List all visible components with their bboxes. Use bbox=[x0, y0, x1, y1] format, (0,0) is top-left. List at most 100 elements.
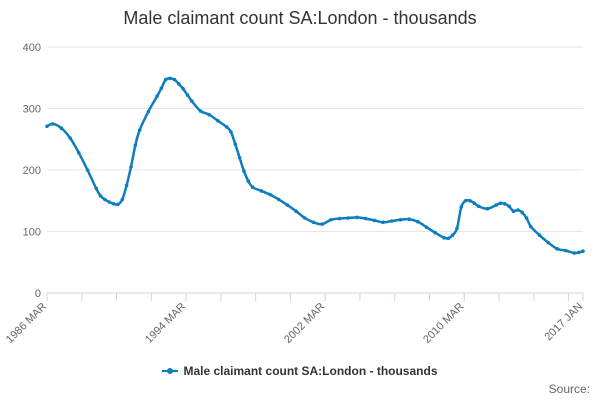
x-tick-label-0: 1986 MAR bbox=[4, 301, 49, 346]
x-axis: 1986 MAR 1994 MAR 2002 MAR 2010 MAR 2017 JAN bbox=[4, 292, 585, 346]
data-point[interactable] bbox=[107, 200, 111, 204]
data-point[interactable] bbox=[250, 185, 255, 189]
data-point[interactable] bbox=[572, 251, 577, 255]
x-tick-label-3: 2010 MAR bbox=[421, 301, 466, 346]
data-point[interactable] bbox=[77, 151, 81, 155]
data-point[interactable] bbox=[133, 143, 138, 148]
data-point[interactable] bbox=[346, 216, 351, 220]
data-point[interactable] bbox=[468, 199, 472, 203]
data-point[interactable] bbox=[198, 109, 203, 113]
y-tick-label-200: 200 bbox=[23, 165, 41, 177]
data-point[interactable] bbox=[163, 77, 168, 82]
data-point[interactable] bbox=[168, 76, 172, 81]
data-point[interactable] bbox=[476, 204, 481, 209]
data-point[interactable] bbox=[494, 203, 498, 207]
data-point[interactable] bbox=[498, 201, 503, 205]
data-point[interactable] bbox=[50, 122, 55, 126]
x-tick-label-2: 2002 MAR bbox=[282, 301, 327, 346]
series-line[interactable] bbox=[45, 77, 585, 255]
data-point[interactable] bbox=[124, 183, 129, 188]
data-point[interactable] bbox=[285, 203, 290, 207]
data-point[interactable] bbox=[537, 233, 542, 237]
data-point[interactable] bbox=[216, 119, 220, 123]
data-point[interactable] bbox=[463, 199, 468, 203]
data-point[interactable] bbox=[576, 250, 581, 255]
data-point[interactable] bbox=[224, 125, 229, 129]
data-point[interactable] bbox=[159, 86, 164, 90]
data-point[interactable] bbox=[229, 130, 233, 134]
data-point[interactable] bbox=[529, 224, 533, 229]
data-point[interactable] bbox=[390, 219, 394, 223]
data-point[interactable] bbox=[177, 82, 181, 86]
data-point[interactable] bbox=[237, 155, 242, 160]
data-point[interactable] bbox=[116, 202, 120, 207]
data-point[interactable] bbox=[146, 109, 151, 114]
data-point[interactable] bbox=[68, 136, 72, 140]
data-point[interactable] bbox=[485, 206, 490, 211]
data-point[interactable] bbox=[129, 165, 133, 169]
data-point[interactable] bbox=[320, 222, 325, 226]
data-point[interactable] bbox=[59, 126, 64, 130]
data-point[interactable] bbox=[190, 99, 194, 103]
series-male-claimant-count[interactable] bbox=[45, 76, 585, 255]
grid-lines bbox=[47, 46, 583, 232]
legend[interactable]: Male claimant count SA:London - thousand… bbox=[0, 364, 600, 378]
data-point[interactable] bbox=[277, 197, 281, 202]
data-point[interactable] bbox=[85, 168, 90, 172]
data-point[interactable] bbox=[98, 194, 103, 198]
data-point[interactable] bbox=[181, 87, 185, 91]
data-point[interactable] bbox=[329, 218, 333, 222]
data-point[interactable] bbox=[185, 93, 190, 97]
data-point[interactable] bbox=[503, 202, 507, 206]
data-point[interactable] bbox=[242, 169, 246, 173]
data-point[interactable] bbox=[172, 77, 177, 82]
y-tick-label-300: 300 bbox=[23, 104, 41, 116]
data-point[interactable] bbox=[246, 179, 251, 183]
data-point[interactable] bbox=[433, 230, 438, 235]
data-point[interactable] bbox=[381, 220, 385, 225]
data-point[interactable] bbox=[455, 226, 459, 231]
data-point[interactable] bbox=[407, 217, 411, 221]
source-credit[interactable]: Source: bbox=[548, 382, 590, 396]
data-point[interactable] bbox=[472, 201, 477, 205]
x-tick-label-4: 2017 JAN bbox=[542, 301, 585, 344]
data-point[interactable] bbox=[207, 112, 211, 117]
data-point[interactable] bbox=[137, 128, 142, 132]
data-point[interactable] bbox=[524, 216, 529, 220]
data-point[interactable] bbox=[311, 220, 316, 225]
data-point[interactable] bbox=[337, 216, 342, 221]
data-point[interactable] bbox=[268, 192, 272, 197]
data-point[interactable] bbox=[581, 249, 585, 253]
y-axis: 0 100 200 300 400 bbox=[23, 42, 41, 300]
data-point[interactable] bbox=[45, 124, 49, 129]
data-point[interactable] bbox=[416, 219, 420, 224]
data-point[interactable] bbox=[450, 233, 455, 237]
data-point[interactable] bbox=[520, 210, 524, 215]
data-point[interactable] bbox=[555, 246, 559, 251]
data-point[interactable] bbox=[442, 235, 446, 240]
data-point[interactable] bbox=[546, 240, 550, 245]
data-point[interactable] bbox=[511, 209, 516, 213]
y-tick-label-0: 0 bbox=[35, 288, 41, 300]
data-point[interactable] bbox=[111, 202, 116, 206]
data-point[interactable] bbox=[120, 197, 125, 202]
chart-title: Male claimant count SA:London - thousand… bbox=[123, 8, 477, 28]
data-point[interactable] bbox=[94, 186, 98, 191]
data-point[interactable] bbox=[155, 94, 159, 98]
data-point[interactable] bbox=[516, 208, 520, 212]
data-point[interactable] bbox=[459, 205, 464, 209]
data-point[interactable] bbox=[259, 189, 264, 193]
data-point[interactable] bbox=[446, 236, 451, 241]
data-point[interactable] bbox=[398, 218, 403, 222]
data-point[interactable] bbox=[233, 142, 238, 146]
data-point[interactable] bbox=[303, 216, 307, 220]
data-point[interactable] bbox=[563, 248, 568, 253]
data-point[interactable] bbox=[507, 204, 511, 209]
data-point[interactable] bbox=[424, 225, 429, 229]
data-point[interactable] bbox=[355, 215, 359, 220]
data-point[interactable] bbox=[363, 216, 368, 221]
data-point[interactable] bbox=[294, 209, 298, 213]
data-point[interactable] bbox=[372, 218, 377, 223]
data-point[interactable] bbox=[103, 197, 107, 202]
